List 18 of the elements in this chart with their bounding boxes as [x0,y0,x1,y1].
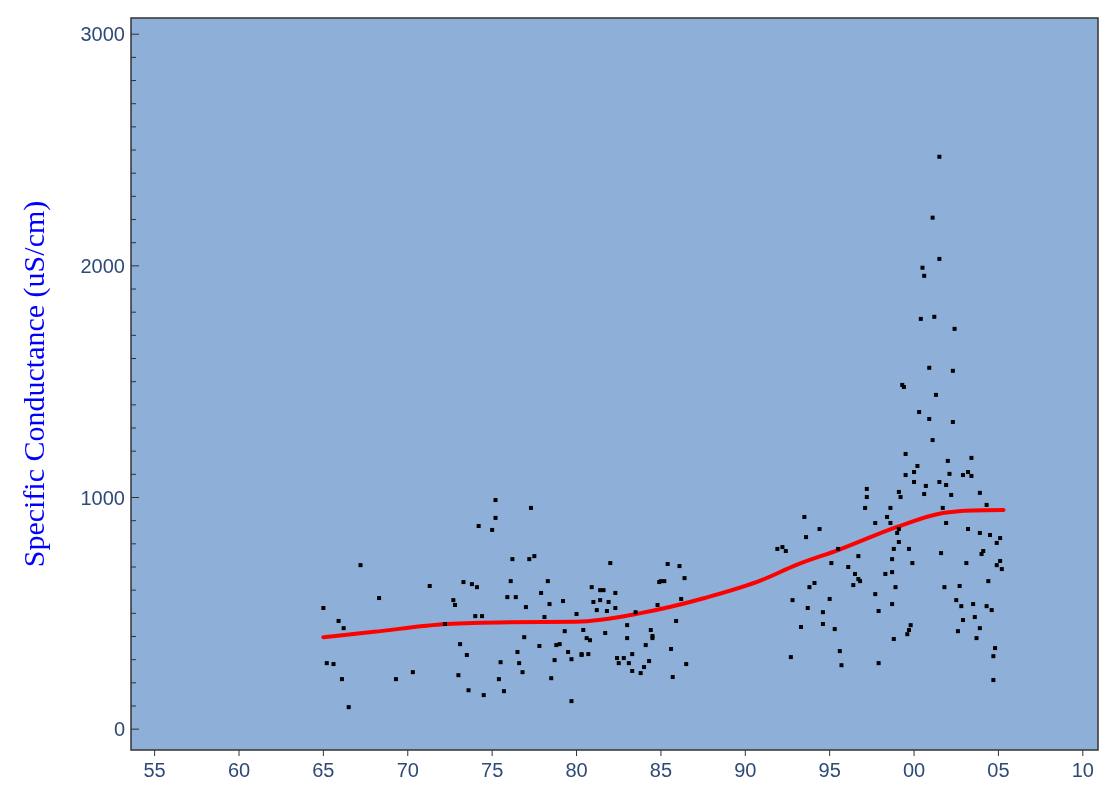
y-axis-title: Specific Conductance (uS/cm) [17,200,51,568]
x-tick-label: 10 [1071,759,1094,781]
x-tick-label: 90 [734,759,757,781]
line-series [321,508,1006,640]
y-tick-label: 1000 [80,486,125,509]
x-tick-label: 05 [987,759,1010,781]
x-tick-label: 00 [902,759,926,781]
y-tick-label: 0 [113,718,125,741]
x-tick-label: 55 [143,759,166,781]
y-tick-label: 3000 [80,23,125,46]
x-tick-label: 70 [396,759,419,781]
x-tick-label: 75 [481,759,504,781]
x-tick-label: 85 [649,759,673,781]
x-tick-label: 80 [565,759,588,781]
x-tick-label: 95 [818,759,841,781]
x-tick-label: 65 [312,759,335,781]
y-tick-label: 2000 [80,254,125,277]
x-tick-label: 60 [227,759,251,781]
